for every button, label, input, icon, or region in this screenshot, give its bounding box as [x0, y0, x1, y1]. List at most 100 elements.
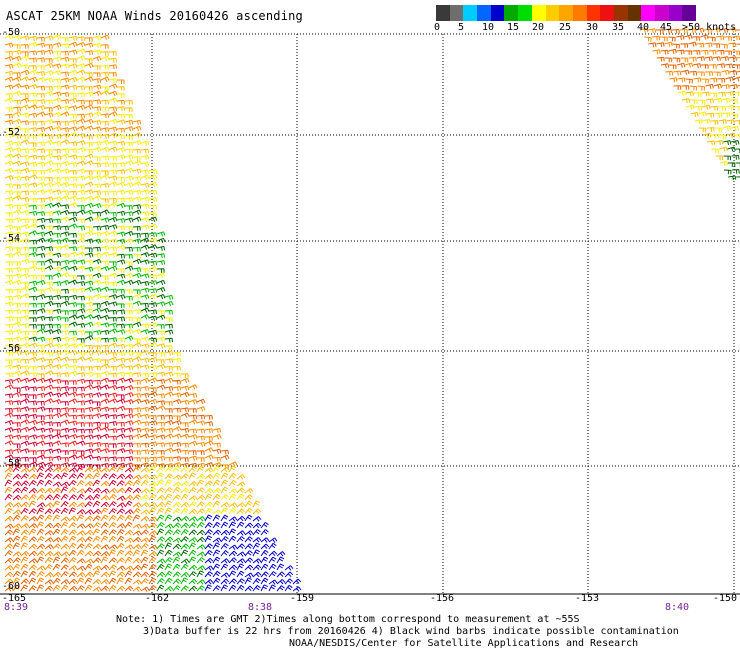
- wind-barb: [60, 462, 70, 468]
- wind-barb: [188, 434, 198, 440]
- wind-barb: [20, 167, 30, 174]
- wind-barb: [12, 487, 22, 494]
- wind-barb: [44, 177, 53, 182]
- wind-barb: [76, 92, 85, 98]
- wind-barb: [12, 570, 21, 578]
- wind-barb: [140, 549, 149, 557]
- wind-barb: [12, 336, 22, 342]
- wind-barb: [124, 467, 134, 473]
- wind-barb: [172, 543, 182, 550]
- wind-barb: [148, 197, 158, 203]
- wind-barb: [124, 577, 133, 585]
- wind-barb: [116, 565, 126, 571]
- wind-barb: [92, 515, 101, 522]
- wind-barb: [140, 232, 149, 238]
- wind-barb: [156, 507, 165, 515]
- wind-barb: [164, 433, 174, 439]
- wind-barb: [68, 571, 78, 578]
- wind-barb: [36, 528, 45, 536]
- wind-barb: [60, 349, 70, 356]
- wind-barb: [76, 386, 85, 392]
- wind-barb: [44, 160, 54, 166]
- wind-barb: [28, 407, 37, 413]
- wind-barb: [718, 119, 727, 125]
- wind-barb: [28, 564, 37, 571]
- wind-barb: [116, 473, 126, 480]
- wind-barb: [84, 331, 93, 336]
- wind-barb: [52, 336, 62, 342]
- wind-barb: [76, 184, 85, 189]
- wind-barb: [710, 120, 719, 125]
- wind-barb: [140, 586, 150, 592]
- wind-barb: [4, 515, 14, 522]
- wind-barb: [20, 578, 30, 585]
- wind-barb: [100, 174, 110, 180]
- wind-barb: [116, 303, 125, 308]
- wind-barb: [108, 83, 118, 89]
- wind-barb: [28, 413, 38, 420]
- wind-barb: [84, 392, 94, 399]
- wind-barb: [92, 365, 101, 371]
- wind-barb: [36, 415, 45, 420]
- wind-barb: [148, 352, 157, 357]
- colorbar-segment: [668, 5, 683, 21]
- wind-barb: [52, 556, 61, 564]
- wind-barb: [132, 514, 141, 522]
- colorbar-segment: [477, 5, 491, 21]
- wind-barb: [52, 266, 62, 272]
- wind-barb: [28, 205, 37, 210]
- wind-barb: [20, 365, 30, 371]
- wind-barb: [124, 372, 134, 378]
- wind-barb: [92, 373, 101, 378]
- wind-barb: [116, 238, 126, 244]
- wind-barb: [204, 522, 213, 529]
- wind-barb: [124, 303, 133, 308]
- wind-barb: [220, 502, 230, 508]
- wind-barb: [92, 42, 102, 48]
- wind-barb: [108, 317, 117, 322]
- wind-barb: [116, 523, 126, 529]
- wind-barb: [132, 398, 142, 404]
- wind-barb: [52, 261, 61, 266]
- wind-barb: [68, 148, 78, 154]
- wind-barb: [188, 399, 198, 405]
- wind-barb: [60, 279, 70, 286]
- wind-barb: [68, 239, 77, 245]
- wind-barb: [204, 543, 213, 550]
- wind-barb: [68, 414, 77, 420]
- wind-barb: [260, 549, 269, 557]
- wind-barb: [92, 350, 102, 356]
- wind-barb: [52, 50, 61, 56]
- wind-barb: [700, 64, 709, 69]
- wind-barb: [116, 279, 126, 286]
- wind-barb: [164, 577, 173, 585]
- wind-barb: [244, 507, 253, 515]
- wind-barb: [156, 450, 165, 455]
- wind-barb: [60, 204, 70, 210]
- wind-barb: [212, 456, 221, 462]
- wind-barb: [672, 57, 681, 63]
- wind-barb: [28, 394, 37, 399]
- wind-barb: [188, 487, 197, 494]
- wind-barb: [116, 413, 126, 419]
- wind-barb: [28, 198, 37, 203]
- wind-barb: [100, 322, 110, 328]
- wind-barb: [12, 160, 22, 167]
- wind-barb: [668, 48, 677, 55]
- wind-barb: [92, 195, 102, 201]
- wind-barb: [13, 443, 21, 448]
- wind-barb: [92, 303, 101, 308]
- colorbar-tick: 30: [586, 22, 599, 33]
- wind-barb: [76, 558, 86, 564]
- lon-label-165: -165: [2, 593, 27, 604]
- lat-label-54: -54: [2, 233, 21, 244]
- wind-barb: [124, 230, 134, 237]
- wind-barb: [60, 466, 70, 473]
- wind-barb: [132, 494, 141, 501]
- wind-barb: [28, 487, 38, 494]
- wind-barb: [108, 169, 117, 175]
- wind-barb: [76, 454, 86, 460]
- wind-barb: [124, 442, 133, 448]
- wind-barb: [108, 584, 117, 592]
- wind-barb: [100, 556, 109, 564]
